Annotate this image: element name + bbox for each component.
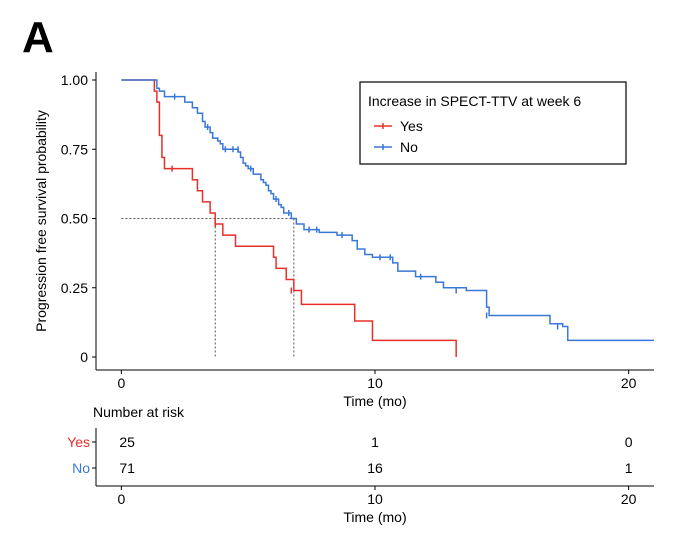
- y-tick-label: 0.75: [61, 141, 88, 157]
- x-axis-title: Time (mo): [343, 393, 406, 409]
- panel-label: A: [22, 13, 54, 62]
- survival-plot: 0 10 20 0 0.25 0.50 0.75 1.00 Time (mo) Progre…: [33, 72, 654, 409]
- legend: Increase in SPECT-TTV at week 6 Yes No: [359, 81, 627, 165]
- survival-curves: [121, 79, 654, 357]
- risk-table-title: Number at risk: [93, 404, 185, 420]
- x-axis-ticks: 0 10 20: [117, 370, 637, 391]
- y-axis-ticks: 0 0.25 0.50 0.75 1.00: [61, 72, 96, 365]
- legend-box: [359, 81, 627, 165]
- risk-table-x-axis-title: Time (mo): [343, 509, 406, 525]
- risk-count: 71: [119, 460, 135, 476]
- survival-curve-no: [121, 79, 654, 342]
- legend-label-yes: Yes: [400, 118, 423, 134]
- risk-x-tick-label: 0: [117, 491, 125, 507]
- risk-table: Number at risk Yes 25 1 0No 71 16 1 0 10 20 Time…: [67, 404, 654, 525]
- legend-label-no: No: [400, 139, 418, 155]
- risk-count: 1: [371, 434, 379, 450]
- risk-x-tick-label: 10: [367, 491, 383, 507]
- x-tick-label: 0: [117, 375, 125, 391]
- risk-count: 1: [625, 460, 633, 476]
- risk-row-label-no: No: [72, 460, 90, 476]
- y-tick-label: 0: [80, 349, 88, 365]
- risk-count: 25: [119, 434, 135, 450]
- median-lines: [121, 218, 295, 357]
- risk-table-x-ticks: 0 10 20: [117, 486, 637, 507]
- risk-count: 16: [367, 460, 383, 476]
- x-tick-label: 10: [367, 375, 383, 391]
- risk-row-label-yes: Yes: [67, 434, 90, 450]
- y-tick-label: 0.50: [61, 211, 88, 227]
- risk-count: 0: [625, 434, 633, 450]
- y-tick-label: 0.25: [61, 280, 88, 296]
- legend-entries: Yes No: [374, 118, 423, 155]
- risk-table-rows: Yes 25 1 0 No 71 16 1: [67, 434, 633, 476]
- x-tick-label: 20: [621, 375, 637, 391]
- legend-title: Increase in SPECT-TTV at week 6: [368, 93, 581, 109]
- y-axis-title: Progression free survival probability: [33, 110, 49, 332]
- risk-x-tick-label: 20: [621, 491, 637, 507]
- y-tick-label: 1.00: [61, 72, 88, 88]
